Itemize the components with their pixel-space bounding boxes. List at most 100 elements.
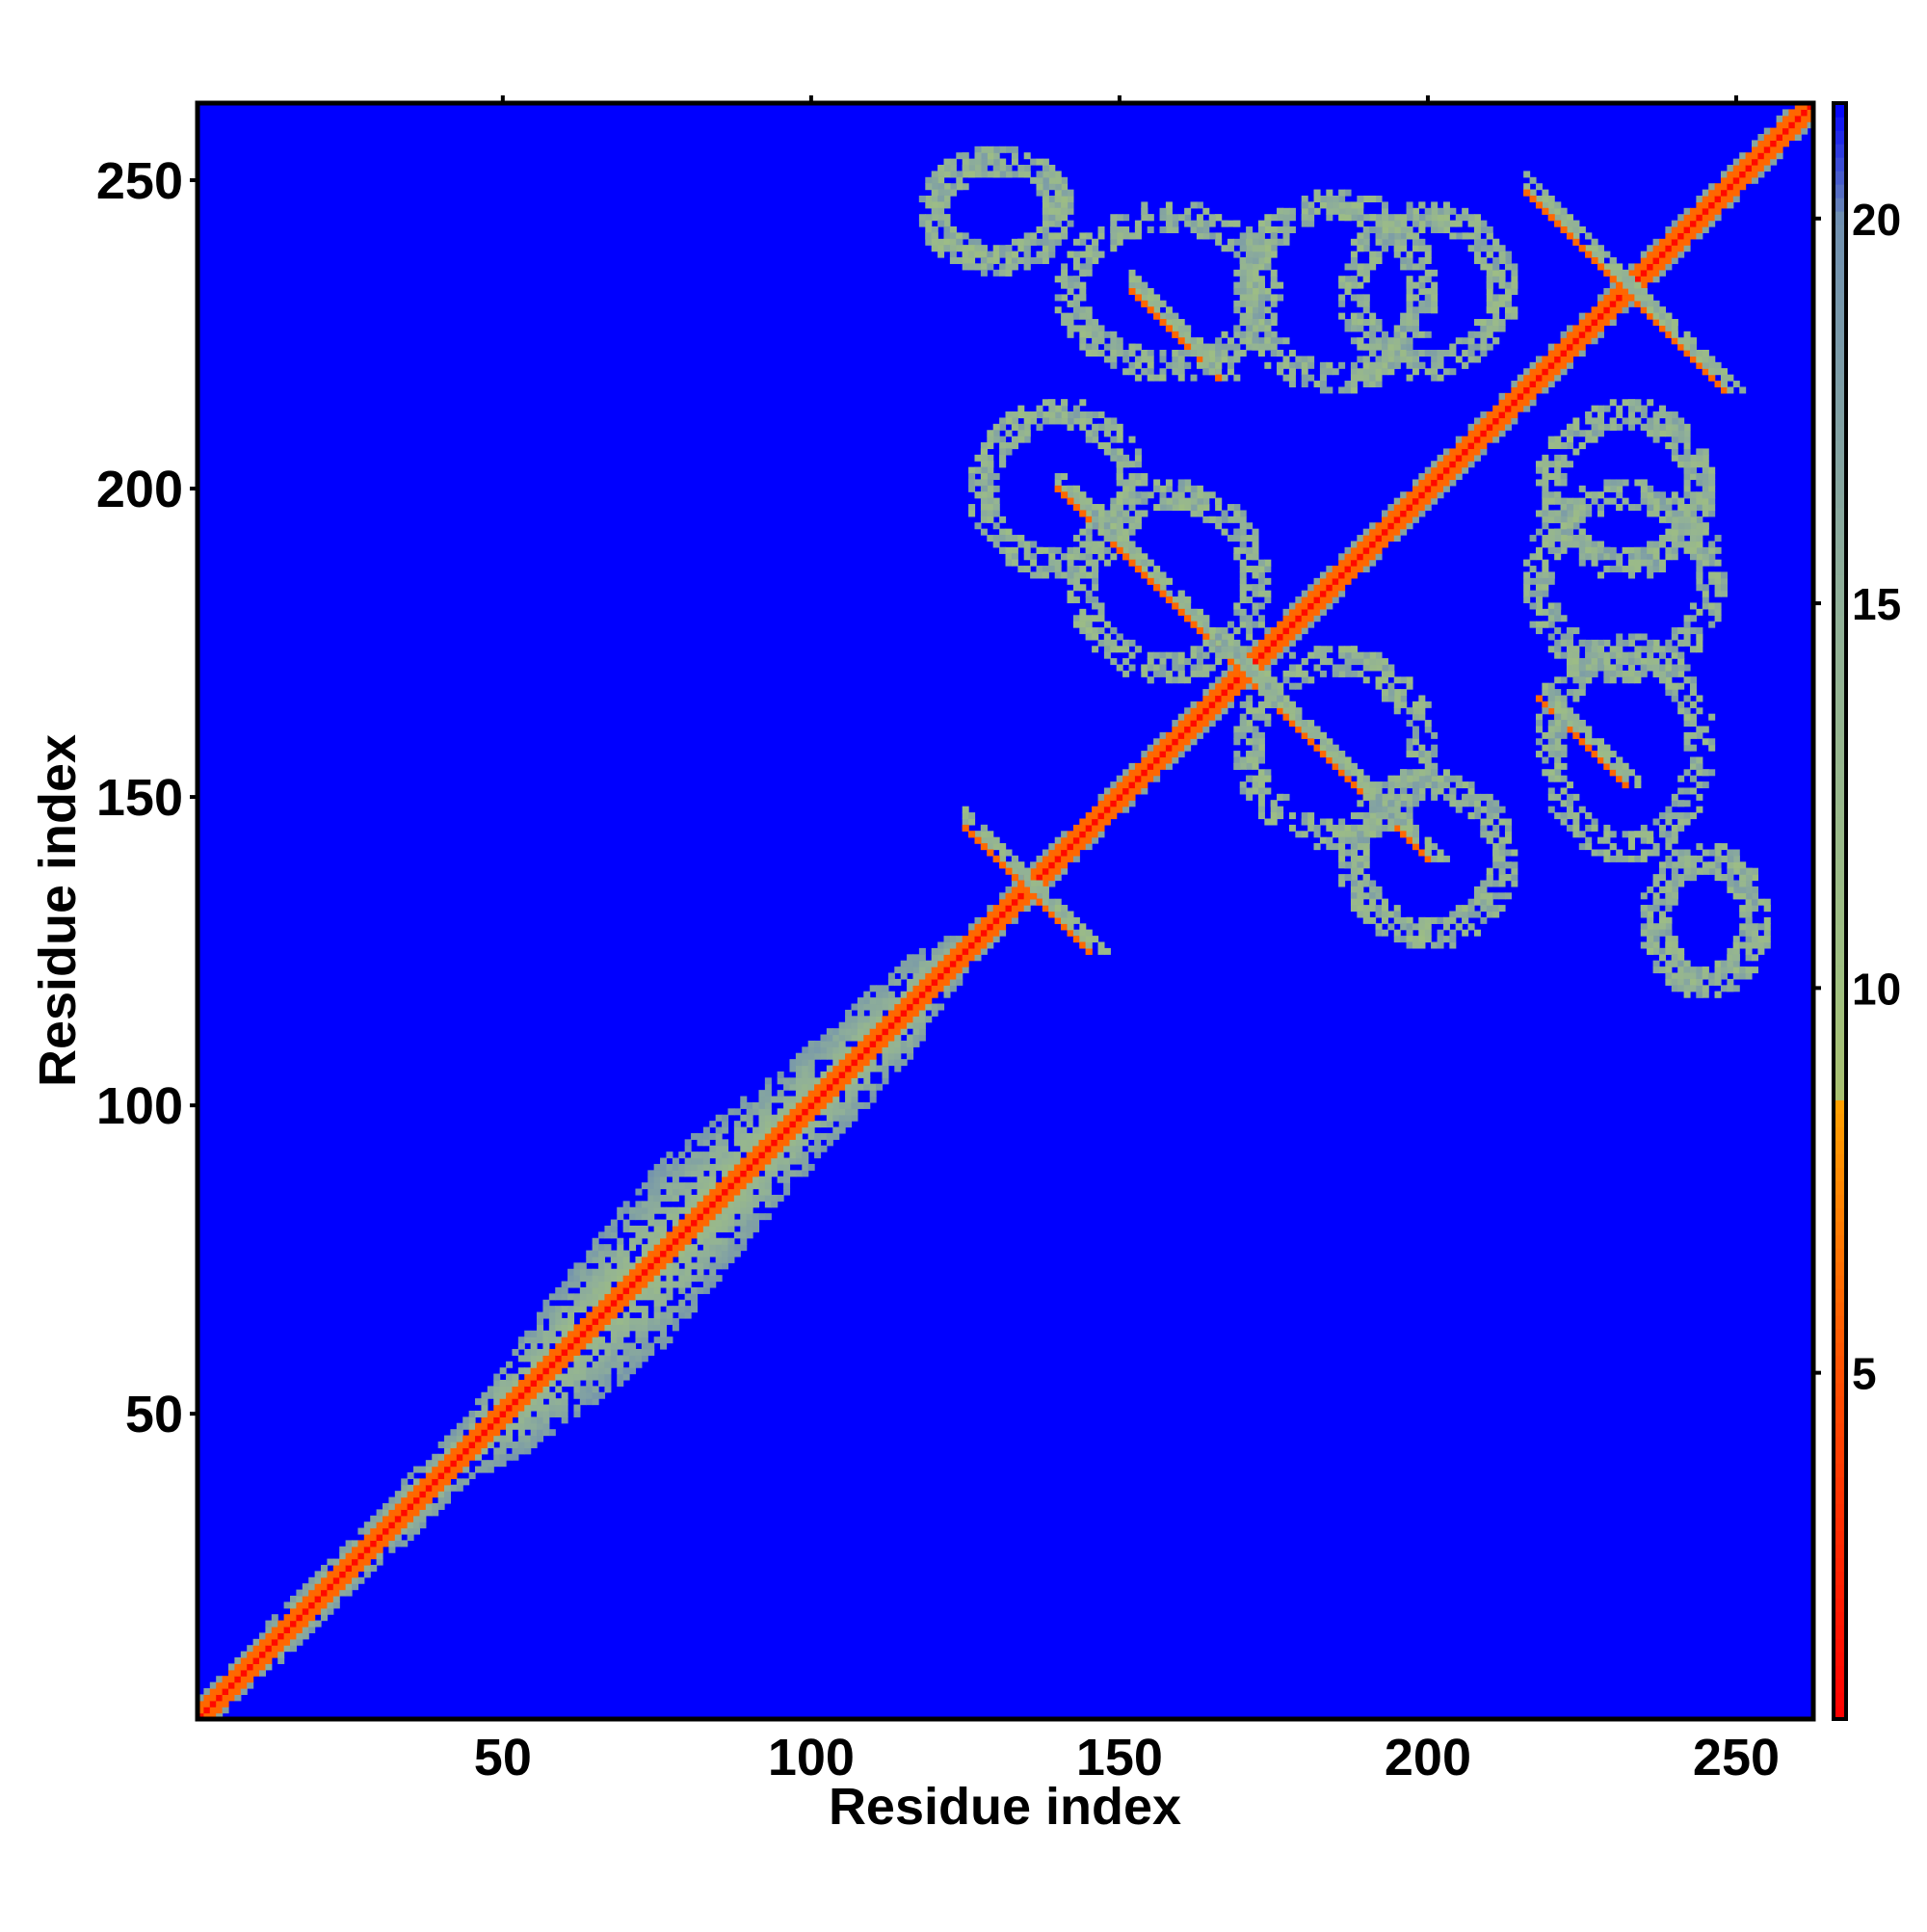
- heatmap-cell: [1442, 479, 1450, 487]
- heatmap-cell: [1350, 263, 1358, 271]
- heatmap-cell: [222, 1694, 229, 1702]
- heatmap-cell: [1326, 818, 1333, 826]
- heatmap-cell: [1794, 109, 1802, 117]
- heatmap-cell: [517, 1379, 525, 1387]
- heatmap-cell: [722, 1139, 729, 1147]
- heatmap-cell: [376, 1558, 383, 1566]
- heatmap-cell: [1696, 232, 1703, 240]
- heatmap-cell: [1547, 374, 1555, 382]
- heatmap-cell: [1406, 504, 1413, 512]
- heatmap-cell: [647, 1244, 655, 1252]
- heatmap-cell: [1202, 516, 1210, 523]
- heatmap-cell: [265, 1645, 273, 1653]
- heatmap-cell: [1554, 695, 1562, 702]
- heatmap-cell: [1122, 806, 1130, 813]
- heatmap-cell: [1165, 312, 1173, 320]
- heatmap-cell: [568, 1281, 575, 1288]
- heatmap-cell: [1554, 707, 1562, 715]
- heatmap-cell: [1535, 374, 1543, 382]
- heatmap-cell: [1369, 522, 1377, 530]
- heatmap-cell: [709, 1268, 717, 1276]
- heatmap-cell: [1658, 812, 1666, 820]
- heatmap-cell: [1572, 331, 1580, 338]
- heatmap-cell: [1264, 664, 1272, 672]
- heatmap-cell: [579, 1386, 587, 1393]
- heatmap-cell: [1079, 929, 1087, 937]
- heatmap-cell: [1566, 361, 1573, 369]
- heatmap-cell: [1190, 720, 1198, 728]
- heatmap-cell: [764, 1176, 772, 1183]
- heatmap-cell: [733, 1244, 741, 1252]
- heatmap-cell: [1627, 288, 1635, 296]
- heatmap-cell: [1683, 720, 1691, 728]
- heatmap-cell: [555, 1367, 563, 1375]
- heatmap-cell: [247, 1651, 254, 1658]
- heatmap-cell: [777, 1090, 784, 1098]
- heatmap-cell: [568, 1337, 575, 1344]
- heatmap-cell: [1134, 343, 1142, 351]
- heatmap-cell: [1085, 504, 1093, 512]
- heatmap-cell: [573, 1262, 581, 1270]
- heatmap-cell: [807, 1065, 815, 1072]
- heatmap-cell: [1264, 251, 1272, 258]
- heatmap-cell: [1362, 658, 1370, 666]
- heatmap-cell: [1067, 916, 1074, 924]
- heatmap-cell: [1603, 831, 1611, 838]
- heatmap-cell: [783, 1163, 791, 1171]
- heatmap-cell: [1079, 251, 1087, 258]
- heatmap-cell: [1072, 855, 1080, 862]
- heatmap-cell: [1092, 516, 1099, 523]
- heatmap-cell: [475, 1398, 483, 1406]
- heatmap-cell: [702, 1157, 710, 1165]
- heatmap-cell: [1301, 608, 1308, 616]
- heatmap-cell: [918, 954, 926, 962]
- heatmap-cell: [1665, 325, 1673, 332]
- heatmap-cell: [1332, 590, 1339, 597]
- heatmap-cell: [1455, 473, 1463, 481]
- heatmap-cell: [1072, 831, 1080, 838]
- heatmap-cell: [1560, 726, 1568, 733]
- heatmap-cell: [1400, 676, 1408, 684]
- heatmap-cell: [1221, 707, 1228, 715]
- heatmap-cell: [506, 1386, 514, 1393]
- heatmap-cell: [869, 997, 877, 1005]
- heatmap-cell: [1357, 559, 1364, 567]
- heatmap-cell: [918, 966, 926, 974]
- heatmap-cell: [1338, 756, 1346, 764]
- heatmap-cell: [1400, 812, 1408, 820]
- heatmap-cell: [832, 1132, 840, 1140]
- heatmap-cell: [1658, 824, 1666, 832]
- heatmap-cell: [660, 1262, 668, 1270]
- heatmap-cell: [715, 1256, 723, 1263]
- heatmap-cell: [481, 1466, 488, 1473]
- heatmap-cell: [1079, 331, 1087, 338]
- heatmap-cell: [912, 991, 920, 998]
- heatmap-cell: [1350, 658, 1358, 666]
- heatmap-cell: [1554, 726, 1562, 733]
- heatmap-cell: [1092, 319, 1099, 327]
- heatmap-cell: [1603, 824, 1611, 832]
- heatmap-cell: [1517, 386, 1524, 394]
- heatmap-cell: [1177, 479, 1185, 487]
- heatmap-cell: [912, 985, 920, 992]
- heatmap-cell: [1270, 633, 1278, 641]
- heatmap-cell: [1585, 744, 1593, 752]
- heatmap-cell: [1257, 306, 1265, 314]
- heatmap-cell: [660, 1244, 668, 1252]
- heatmap-cell: [666, 1163, 673, 1171]
- heatmap-cell: [746, 1213, 753, 1221]
- heatmap-cell: [702, 1250, 710, 1257]
- heatmap-cell: [321, 1571, 329, 1578]
- heatmap-cell: [1362, 546, 1370, 554]
- heatmap-cell: [370, 1540, 378, 1548]
- heatmap-cell: [1431, 461, 1439, 468]
- heatmap-cell: [1202, 226, 1210, 234]
- heatmap-cell: [1344, 553, 1352, 561]
- heatmap-cell: [579, 1262, 587, 1270]
- heatmap-cell: [777, 1077, 784, 1085]
- heatmap-cell: [1005, 916, 1013, 924]
- heatmap-cell: [1449, 479, 1457, 487]
- heatmap-cell: [1196, 646, 1203, 653]
- heatmap-cell: [1609, 288, 1617, 296]
- heatmap-cell: [851, 1108, 858, 1116]
